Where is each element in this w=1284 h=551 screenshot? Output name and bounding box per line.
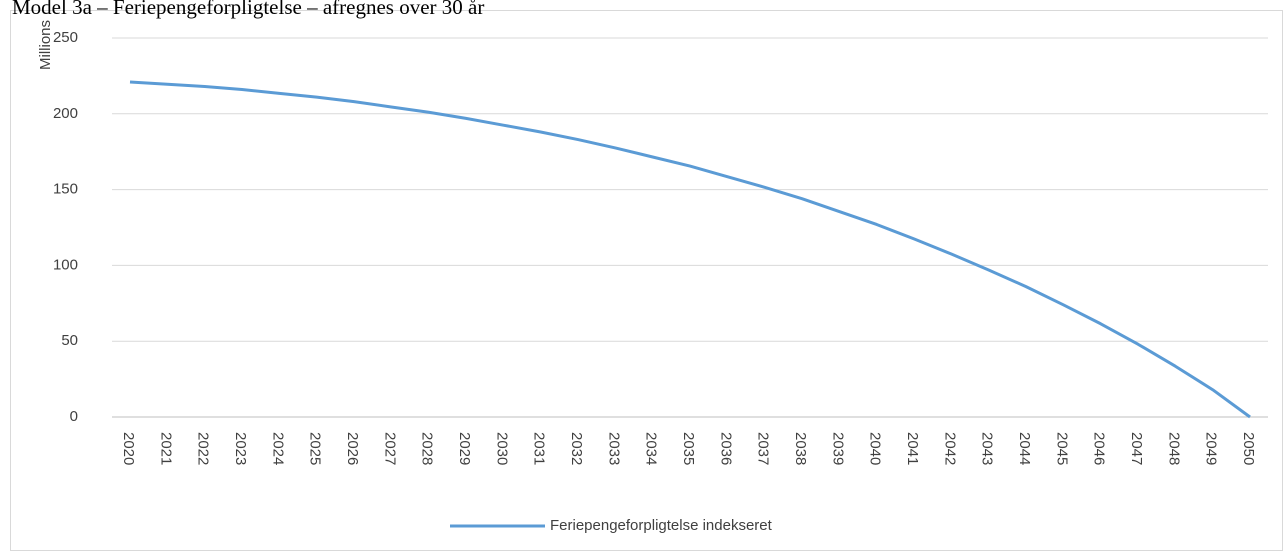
y-tick-label: 50 [61,332,78,349]
x-tick-label: 2036 [717,432,734,465]
y-tick-label: 100 [53,256,78,273]
y-tick-label: 0 [70,408,78,425]
x-tick-label: 2031 [531,432,548,465]
line [129,80,1251,419]
y-tick-label: 250 [53,29,78,46]
x-tick-label: 2027 [381,432,398,465]
x-tick-label: 2030 [493,432,510,465]
x-tick-label: 2023 [232,432,249,465]
x-tick-label: 2034 [643,432,660,465]
x-tick-label: 2025 [307,432,324,465]
chart-title: Model 3a – Feriepengeforpligtelse – afre… [12,0,484,19]
x-tick-label: 2040 [867,432,884,465]
x-tick-label: 2035 [680,432,697,465]
chart-border [10,10,1283,551]
y-axis-label: Millions [37,20,54,70]
x-tick-label: 2026 [344,432,361,465]
x-tick-label: 2048 [1165,432,1182,465]
x-tick-label: 2028 [419,432,436,465]
x-tick-label: 2044 [1016,432,1033,465]
x-tick-label: 2041 [904,432,921,465]
x-tick-label: 2038 [792,432,809,465]
x-tick-label: 2033 [605,432,622,465]
x-tick-label: 2024 [269,432,286,465]
x-tick-label: 2029 [456,432,473,465]
legend-label: Feriepengeforpligtelse indekseret [550,517,773,534]
x-tick-label: 2047 [1128,432,1145,465]
x-tick-label: 2046 [1091,432,1108,465]
x-tick-label: 2020 [120,432,137,465]
x-tick-label: 2021 [157,432,174,465]
y-tick-label: 150 [53,181,78,198]
y-tick-label: 200 [53,105,78,122]
x-tick-label: 2037 [755,432,772,465]
x-tick-label: 2050 [1240,432,1257,465]
x-tick-label: 2043 [979,432,996,465]
x-tick-label: 2032 [568,432,585,465]
x-tick-label: 2022 [195,432,212,465]
x-tick-label: 2039 [829,432,846,465]
x-tick-label: 2045 [1053,432,1070,465]
x-tick-label: 2049 [1203,432,1220,465]
x-tick-label: 2042 [941,432,958,465]
